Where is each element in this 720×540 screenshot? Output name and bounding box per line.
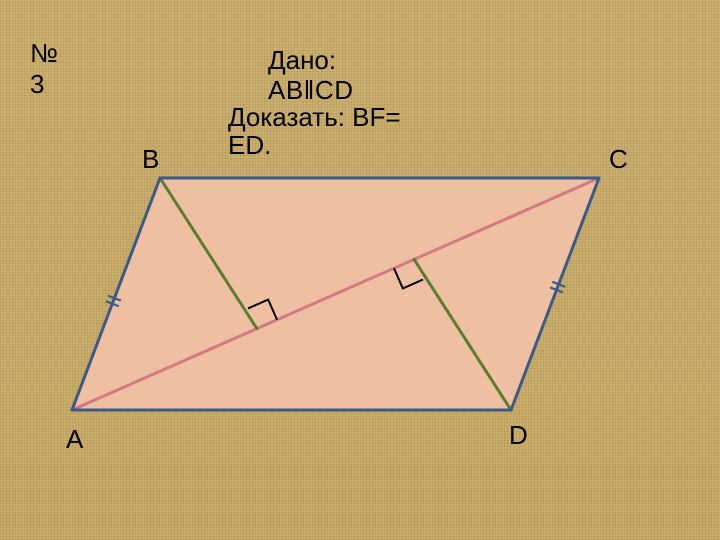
geometry-figure <box>0 0 720 540</box>
